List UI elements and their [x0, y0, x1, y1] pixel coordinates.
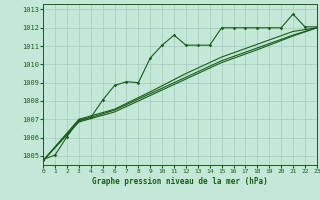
X-axis label: Graphe pression niveau de la mer (hPa): Graphe pression niveau de la mer (hPa) — [92, 177, 268, 186]
